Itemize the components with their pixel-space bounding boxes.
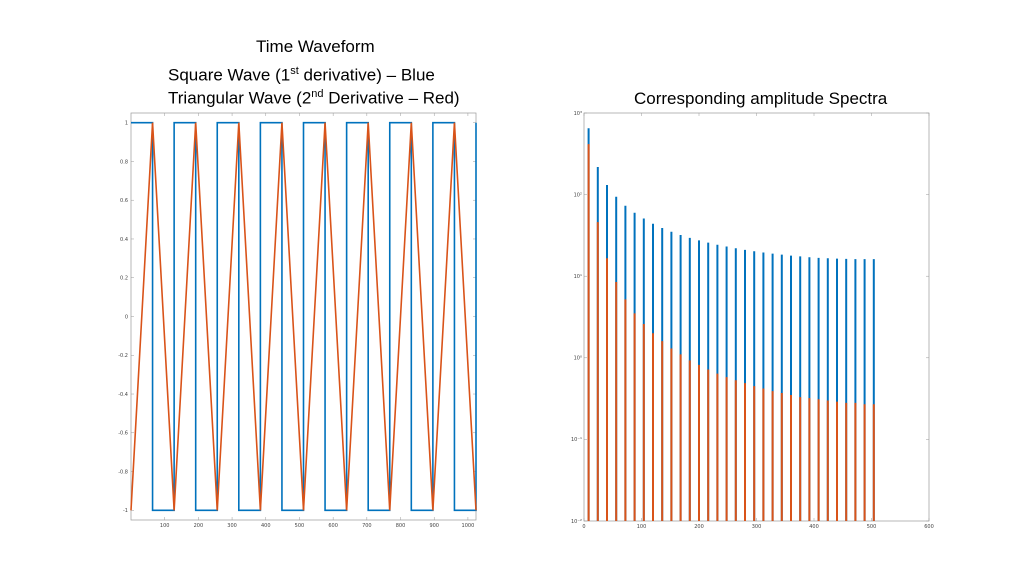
x-tick-label: 300 (752, 524, 762, 530)
y-tick-label: 10⁰ (574, 356, 582, 362)
left-title-line-1: Time Waveform (256, 36, 375, 58)
y-tick-label: -0.2 (118, 353, 128, 359)
square-wave-label-sup: st (290, 65, 299, 77)
y-tick-label: 10⁻² (571, 519, 582, 525)
square-wave-line (131, 121, 477, 512)
y-tick-label: 10² (574, 192, 582, 198)
triangular-wave-label-end: Derivative – Red) (323, 88, 460, 108)
left-title-text: Time Waveform (256, 37, 375, 56)
left-title-line-3: Triangular Wave (2nd Derivative – Red) (168, 83, 460, 110)
x-tick-label: 600 (924, 524, 934, 530)
spectra-title-text: Corresponding amplitude Spectra (634, 89, 888, 108)
y-tick-label: 0.6 (120, 198, 128, 204)
left-title-line-2: Square Wave (1st derivative) – Blue (168, 60, 435, 87)
x-tick-label: 1000 (462, 523, 475, 529)
x-tick-label: 200 (694, 524, 704, 530)
x-tick-label: 100 (160, 523, 170, 529)
right-title: Corresponding amplitude Spectra (634, 88, 887, 110)
triangular-wave-spectrum (587, 144, 875, 521)
plot-frame (583, 112, 930, 522)
triangular-wave-label-sup: nd (311, 88, 324, 100)
triangular-wave-line (130, 122, 477, 511)
x-tick-label: 500 (295, 523, 305, 529)
x-tick-label: 600 (328, 523, 338, 529)
y-tick-label: 10¹ (574, 274, 582, 280)
x-tick-label: 700 (362, 523, 372, 529)
y-tick-label: 0.2 (120, 276, 128, 282)
y-tick-label: -0.8 (118, 469, 128, 475)
y-tick-label: -0.6 (118, 431, 128, 437)
square-wave-label-end: derivative) – Blue (298, 65, 435, 85)
y-tick-label: 0.4 (120, 237, 128, 243)
y-tick-label: -0.4 (118, 392, 128, 398)
x-tick-label: 100 (637, 524, 647, 530)
x-tick-label: 400 (261, 523, 271, 529)
y-tick-label: 0 (125, 314, 128, 320)
y-tick-label: 10⁻¹ (571, 437, 582, 443)
y-tick-label: 1 (125, 120, 128, 126)
x-tick-label: 300 (227, 523, 237, 529)
y-tick-label: -1 (123, 508, 128, 514)
square-wave-label: Square Wave (1 (168, 65, 291, 85)
y-tick-label: 10³ (574, 111, 582, 117)
x-tick-label: 0 (582, 524, 585, 530)
x-tick-label: 800 (396, 523, 406, 529)
x-tick-label: 400 (809, 524, 819, 530)
x-tick-label: 900 (429, 523, 439, 529)
x-tick-label: 200 (194, 523, 204, 529)
triangular-wave-label: Triangular Wave (2 (168, 88, 312, 108)
y-tick-label: 0.8 (120, 159, 128, 165)
x-tick-label: 500 (867, 524, 877, 530)
